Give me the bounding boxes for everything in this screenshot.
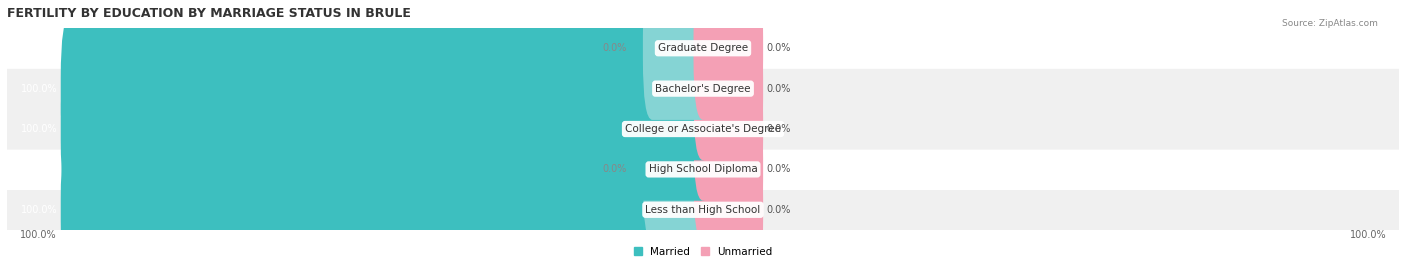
Text: FERTILITY BY EDUCATION BY MARRIAGE STATUS IN BRULE: FERTILITY BY EDUCATION BY MARRIAGE STATU… [7, 7, 411, 20]
FancyBboxPatch shape [7, 189, 1399, 230]
FancyBboxPatch shape [693, 138, 763, 269]
Text: 100.0%: 100.0% [1350, 230, 1386, 240]
Text: 100.0%: 100.0% [20, 230, 56, 240]
FancyBboxPatch shape [60, 17, 713, 160]
FancyBboxPatch shape [60, 138, 713, 269]
FancyBboxPatch shape [7, 108, 1399, 150]
FancyBboxPatch shape [7, 28, 1399, 69]
Text: College or Associate's Degree: College or Associate's Degree [626, 124, 780, 134]
Text: Graduate Degree: Graduate Degree [658, 43, 748, 53]
Text: Source: ZipAtlas.com: Source: ZipAtlas.com [1282, 19, 1378, 28]
Text: Less than High School: Less than High School [645, 205, 761, 215]
Text: 0.0%: 0.0% [766, 124, 790, 134]
FancyBboxPatch shape [693, 57, 763, 201]
FancyBboxPatch shape [60, 57, 713, 201]
FancyBboxPatch shape [7, 68, 1399, 109]
Text: 100.0%: 100.0% [21, 124, 58, 134]
FancyBboxPatch shape [693, 0, 763, 120]
FancyBboxPatch shape [643, 98, 713, 241]
FancyBboxPatch shape [7, 149, 1399, 190]
FancyBboxPatch shape [643, 0, 713, 120]
Text: 0.0%: 0.0% [766, 84, 790, 94]
Text: 0.0%: 0.0% [766, 43, 790, 53]
FancyBboxPatch shape [693, 98, 763, 241]
Text: 0.0%: 0.0% [603, 164, 627, 174]
Text: 0.0%: 0.0% [603, 43, 627, 53]
FancyBboxPatch shape [693, 17, 763, 160]
Text: 100.0%: 100.0% [21, 205, 58, 215]
Legend: Married, Unmarried: Married, Unmarried [630, 243, 776, 261]
Text: 0.0%: 0.0% [766, 205, 790, 215]
Text: High School Diploma: High School Diploma [648, 164, 758, 174]
Text: 100.0%: 100.0% [21, 84, 58, 94]
Text: 0.0%: 0.0% [766, 164, 790, 174]
Text: Bachelor's Degree: Bachelor's Degree [655, 84, 751, 94]
